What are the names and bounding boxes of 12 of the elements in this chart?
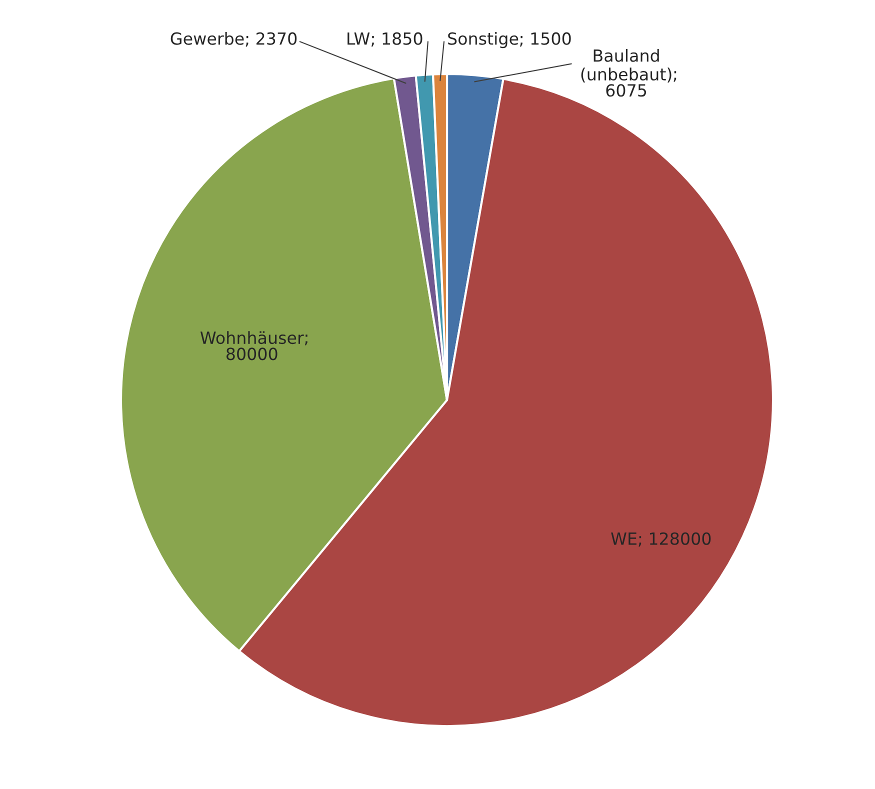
slice-label: WE <box>611 532 636 545</box>
data-label: 2370 <box>256 32 297 45</box>
slice-label: Wohnhäuser <box>200 331 304 344</box>
data-label: 80000 <box>226 348 278 360</box>
slice-label: LW <box>348 32 370 45</box>
slice-label: Gewerbe <box>170 32 244 45</box>
data-label: 1500 <box>531 32 571 45</box>
slice-label: Bauland (unbebaut) <box>581 48 672 83</box>
slice-label: Sonstige <box>448 32 518 48</box>
data-label: 128000 <box>650 532 711 545</box>
data-label: 1850 <box>382 32 422 45</box>
data-label: 6075 <box>606 84 646 97</box>
